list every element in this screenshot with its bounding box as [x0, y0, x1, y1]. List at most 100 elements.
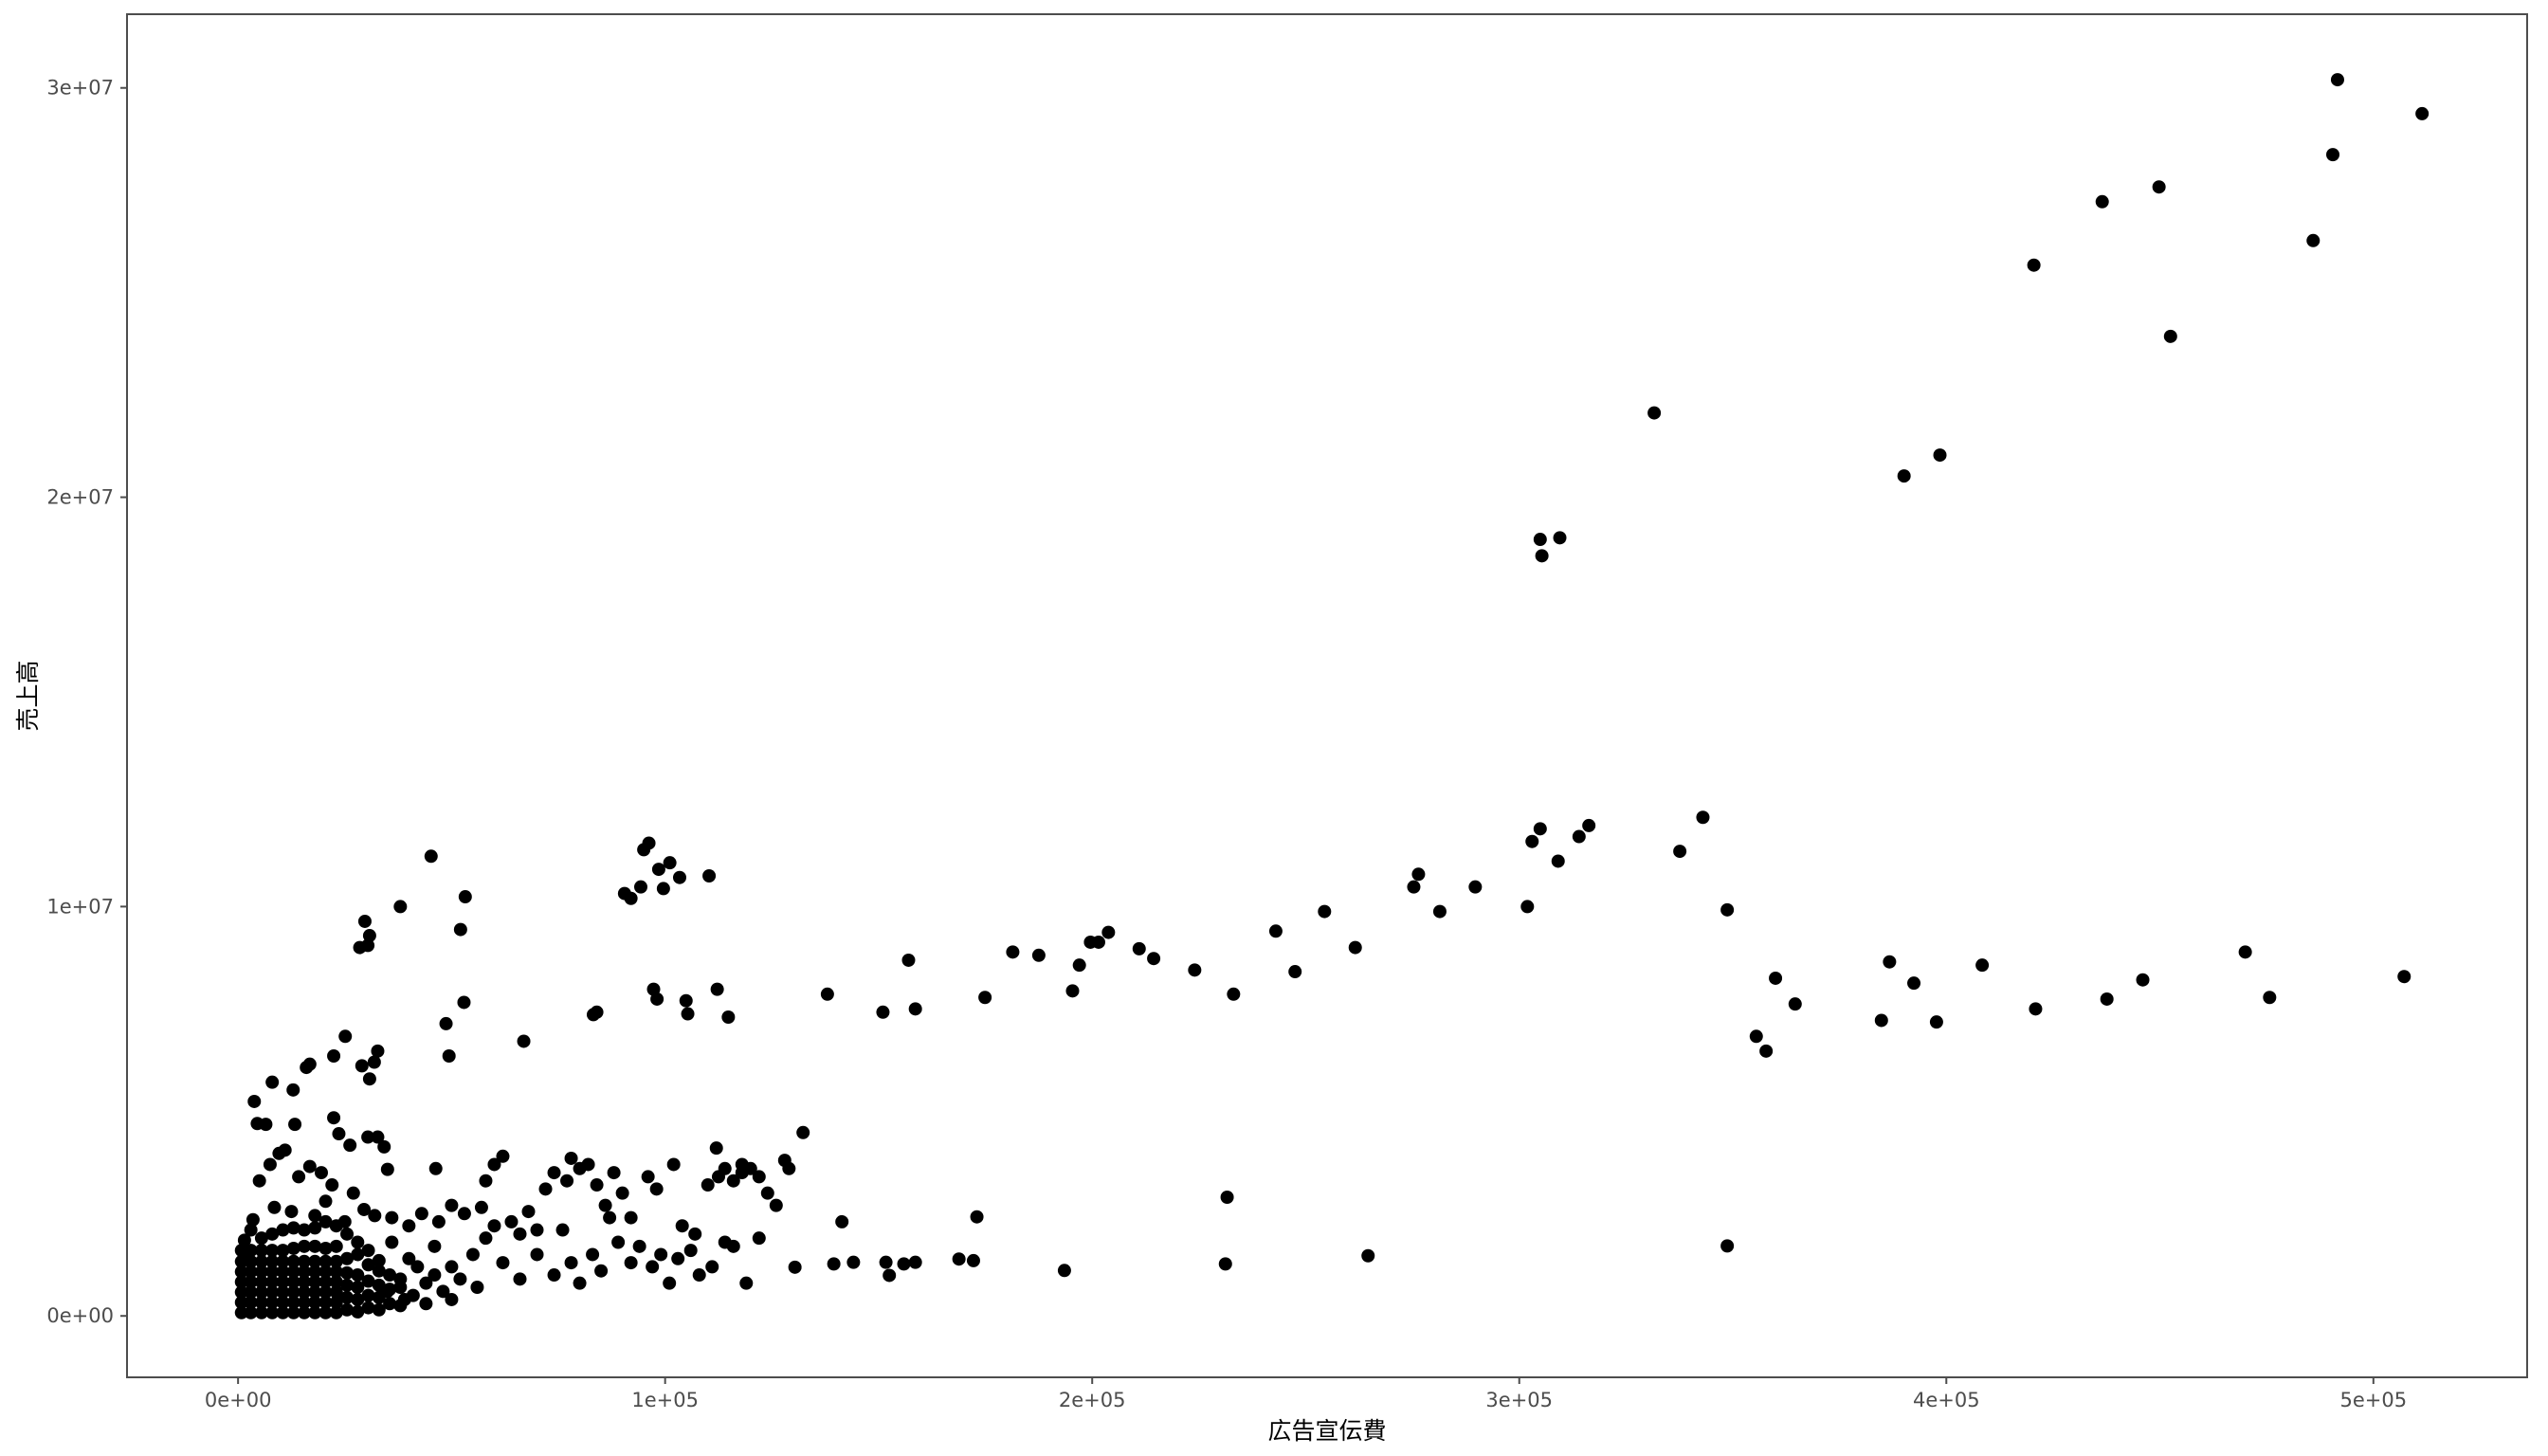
data-point — [590, 1178, 604, 1192]
data-point — [318, 1275, 333, 1289]
data-point — [1268, 924, 1283, 938]
data-point — [672, 870, 686, 884]
data-point — [445, 1260, 459, 1274]
data-point — [254, 1275, 268, 1289]
y-axis-title: 売上高 — [14, 660, 42, 731]
data-point — [679, 993, 693, 1008]
data-point — [406, 1288, 420, 1302]
data-point — [357, 1202, 372, 1216]
data-point — [276, 1285, 290, 1300]
data-point — [234, 1295, 248, 1309]
data-point — [496, 1256, 510, 1270]
data-point — [846, 1255, 861, 1269]
data-point — [351, 1235, 365, 1249]
data-point — [663, 856, 677, 870]
data-point — [624, 1256, 638, 1270]
y-axis: 0e+00 1e+07 2e+07 3e+07 — [46, 77, 127, 1327]
data-point — [479, 1231, 493, 1246]
data-point — [2029, 1002, 2043, 1016]
x-tick-label: 1e+05 — [631, 1389, 699, 1411]
data-point — [1673, 845, 1687, 859]
data-point — [1533, 533, 1547, 547]
data-point — [632, 1239, 646, 1253]
data-point — [314, 1166, 328, 1180]
x-tick-label: 2e+05 — [1059, 1389, 1126, 1411]
data-point — [453, 922, 467, 937]
data-point — [735, 1157, 749, 1172]
data-point — [710, 982, 724, 996]
data-point — [479, 1174, 493, 1188]
data-point — [564, 1151, 578, 1165]
data-point — [2306, 233, 2320, 247]
data-point — [496, 1149, 510, 1163]
data-point — [424, 849, 438, 864]
data-point — [671, 1251, 685, 1265]
data-point — [1065, 984, 1080, 998]
data-point — [308, 1275, 322, 1289]
data-point — [361, 1258, 375, 1272]
data-point — [288, 1118, 302, 1132]
data-point — [252, 1174, 266, 1188]
data-point — [308, 1254, 322, 1268]
data-point — [340, 1265, 355, 1280]
data-point — [547, 1166, 561, 1180]
data-point — [428, 1239, 442, 1253]
data-point — [1132, 941, 1146, 956]
data-point — [1220, 1190, 1234, 1204]
x-tick-label: 0e+00 — [205, 1389, 272, 1411]
data-point — [340, 1278, 355, 1292]
data-point — [325, 1178, 339, 1192]
data-point — [371, 1044, 385, 1058]
data-point — [705, 1260, 719, 1274]
data-point — [538, 1182, 553, 1196]
data-point — [308, 1305, 322, 1320]
data-point — [244, 1295, 258, 1309]
data-point — [351, 1280, 365, 1294]
data-point — [530, 1223, 544, 1237]
data-point — [908, 1002, 922, 1016]
data-point — [637, 843, 651, 857]
data-point — [739, 1276, 754, 1290]
data-point — [244, 1223, 258, 1237]
x-tick-label: 4e+05 — [1913, 1389, 1980, 1411]
data-point — [470, 1280, 484, 1294]
data-point — [292, 1170, 306, 1184]
y-tick-label: 0e+00 — [46, 1304, 114, 1327]
data-point — [641, 1170, 655, 1184]
data-point — [286, 1241, 300, 1255]
data-point — [2136, 973, 2150, 987]
data-point — [2326, 148, 2340, 162]
data-point — [1072, 958, 1086, 973]
data-point — [457, 995, 471, 1010]
data-point — [265, 1275, 280, 1289]
data-point — [254, 1285, 268, 1300]
plot-panel — [126, 13, 2528, 1378]
data-point — [646, 1260, 660, 1274]
data-point — [431, 1214, 446, 1228]
data-point — [1101, 925, 1116, 939]
data-point — [721, 1010, 736, 1024]
data-point — [353, 940, 367, 955]
data-point — [1720, 1239, 1735, 1253]
data-point — [414, 1207, 428, 1221]
data-point — [361, 1244, 375, 1258]
data-point — [2100, 992, 2114, 1006]
x-axis-title: 広告宣伝費 — [1267, 1417, 1386, 1445]
data-point — [711, 1170, 725, 1184]
data-point — [1883, 955, 1897, 969]
data-point — [701, 1178, 715, 1192]
data-point — [276, 1254, 290, 1268]
data-point — [286, 1305, 300, 1320]
data-point — [286, 1265, 300, 1279]
data-point — [351, 1247, 365, 1262]
data-point — [1749, 1029, 1763, 1044]
points-layer — [234, 73, 2430, 1320]
data-point — [297, 1275, 311, 1289]
data-point — [276, 1265, 290, 1279]
data-point — [598, 1198, 612, 1212]
data-point — [265, 1244, 280, 1258]
data-point — [796, 1125, 810, 1139]
data-point — [377, 1139, 391, 1154]
data-point — [1520, 900, 1535, 914]
data-point — [769, 1198, 783, 1212]
